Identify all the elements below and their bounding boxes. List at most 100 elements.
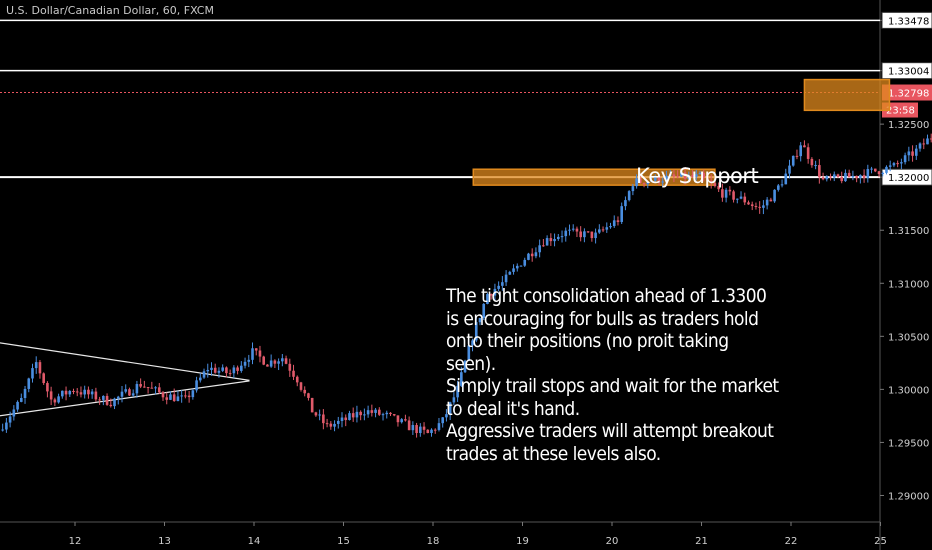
candle-body <box>374 409 377 413</box>
candle-body <box>631 186 635 192</box>
candle-body <box>612 220 616 227</box>
candle-body <box>284 358 288 364</box>
candle-body <box>422 426 426 430</box>
candle-body <box>512 268 515 272</box>
candle-body <box>310 397 314 413</box>
candle-body <box>549 238 553 242</box>
trendline <box>0 342 250 381</box>
candle-body <box>262 356 266 365</box>
candle-body <box>34 362 38 369</box>
candle-body <box>515 265 519 269</box>
candle-body <box>1 429 4 431</box>
candle-body <box>355 411 359 418</box>
candle-body <box>888 165 892 167</box>
candle-body <box>579 231 582 238</box>
candle-body <box>814 165 817 167</box>
candle-body <box>665 175 668 182</box>
candle-body <box>467 345 471 361</box>
x-tick-label: 21 <box>695 536 708 547</box>
candle-body <box>862 175 866 179</box>
candle-body <box>556 236 560 239</box>
candle-body <box>721 189 724 198</box>
candle-body <box>493 288 497 296</box>
y-tick-label: 1.29500 <box>888 438 929 449</box>
candle-body <box>57 396 60 403</box>
level-price-tag <box>881 11 932 29</box>
candle-body <box>314 412 318 416</box>
x-tick-label: 25 <box>874 536 887 547</box>
candle-body <box>225 367 228 374</box>
candle-body <box>27 378 31 389</box>
candle-body <box>217 370 221 373</box>
candle-body <box>851 175 855 178</box>
candle-body <box>598 229 601 233</box>
candle-body <box>172 394 176 402</box>
candle-body <box>668 174 672 176</box>
candle-body <box>72 391 75 393</box>
candle-body <box>702 172 706 178</box>
candle-body <box>46 383 49 392</box>
candle-body <box>527 253 530 260</box>
candle-body <box>400 419 403 423</box>
candle-body <box>620 206 624 222</box>
candle-body <box>94 391 98 400</box>
candle-body <box>128 389 131 396</box>
candle-body <box>639 178 642 183</box>
candle-body <box>508 271 512 275</box>
countdown-tag <box>882 102 918 118</box>
y-tick-label: 1.29000 <box>888 491 929 502</box>
candle-body <box>583 231 586 238</box>
candle-body <box>202 371 206 378</box>
candle-body <box>49 391 53 400</box>
candle-body <box>344 417 348 421</box>
candle-body <box>456 385 459 398</box>
candle-body <box>694 174 698 177</box>
candle-body <box>433 429 437 431</box>
candle-body <box>836 174 840 178</box>
y-tick-label: 1.31000 <box>888 279 929 290</box>
candle-body <box>926 138 929 145</box>
candle-body <box>795 155 799 157</box>
candle-body <box>739 196 743 199</box>
candle-body <box>281 358 284 362</box>
candle-body <box>68 391 72 395</box>
candle-body <box>542 245 545 247</box>
candle-body <box>184 395 187 397</box>
candle-body <box>844 172 847 182</box>
candle-body <box>325 423 329 425</box>
candle-body <box>176 396 180 402</box>
candle-body <box>377 409 381 415</box>
candle-body <box>691 175 694 177</box>
candle-body <box>61 390 64 397</box>
candle-body <box>687 175 691 180</box>
candle-body <box>243 361 247 366</box>
level-price-tag <box>881 168 932 186</box>
candle-body <box>575 228 579 232</box>
candle-body <box>497 285 500 289</box>
candle-body <box>885 166 888 173</box>
candle-body <box>165 397 169 400</box>
candle-body <box>363 414 366 416</box>
candle-body <box>676 176 679 178</box>
y-tick-label: 1.30000 <box>888 385 929 396</box>
candle-body <box>426 429 430 434</box>
candle-body <box>366 410 370 415</box>
candle-body <box>198 377 202 381</box>
candle-body <box>791 155 795 166</box>
candle-body <box>221 367 224 371</box>
candle-body <box>232 367 236 374</box>
x-tick-label: 14 <box>248 536 261 547</box>
candle-body <box>16 401 19 410</box>
candle-body <box>717 186 720 190</box>
candle-body <box>269 360 273 367</box>
candle-body <box>627 191 631 201</box>
candle-body <box>336 420 340 424</box>
candle-body <box>877 171 881 175</box>
candle-body <box>359 411 362 416</box>
candle-body <box>254 348 258 351</box>
countdown-label: 23:58 <box>886 106 915 117</box>
candle-body <box>266 364 269 367</box>
candle-body <box>777 185 780 190</box>
candle-body <box>404 419 407 421</box>
